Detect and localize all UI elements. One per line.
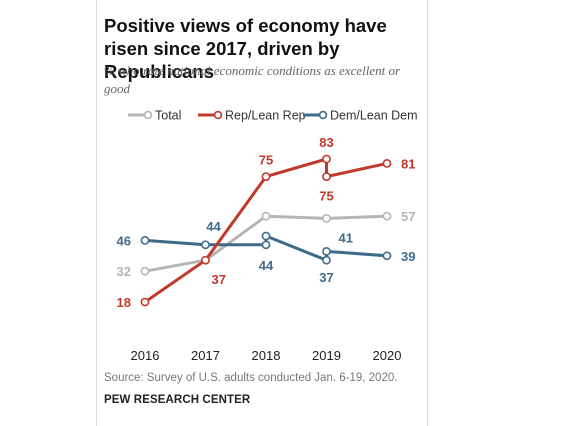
data-label-total-1: 57 [401, 209, 415, 224]
legend-marker-total [143, 110, 153, 120]
data-labels: 32 57 46 44 44 37 41 39 18 37 75 83 75 81 [117, 135, 416, 310]
chart-frame [96, 0, 428, 426]
x-tick-label-2016: 2016 [131, 348, 160, 363]
point-dem-lean-dem-2 [261, 240, 271, 250]
data-label-dem-lean-dem-0: 46 [117, 233, 131, 248]
point-dem-lean-dem-1 [201, 240, 210, 250]
x-tick-label-2018: 2018 [252, 348, 281, 363]
legend-label-rep-lean-rep: Rep/Lean Rep [225, 109, 306, 123]
point-rep-lean-rep-5 [382, 158, 392, 168]
data-label-dem-lean-dem-1: 44 [206, 219, 221, 234]
legend-label-total: Total [155, 109, 181, 123]
chart-subtitle: % who rate national economic conditions … [104, 63, 401, 96]
point-dem-lean-dem-5 [322, 246, 331, 256]
data-label-dem-lean-dem-5: 39 [401, 249, 415, 264]
data-label-rep-lean-rep-3: 83 [319, 135, 333, 150]
point-total-2 [261, 211, 271, 221]
x-axis: 2016 2017 2018 2019 2020 [131, 348, 402, 363]
x-tick-label-2020: 2020 [373, 348, 402, 363]
point-total-3 [322, 213, 331, 223]
data-label-rep-lean-rep-4: 75 [319, 189, 333, 204]
data-label-dem-lean-dem-3: 37 [319, 270, 333, 285]
legend-marker-dem-lean-dem [318, 110, 328, 120]
legend-item-dem-lean-dem: Dem/Lean Dem [303, 109, 418, 123]
point-total-4 [382, 211, 392, 221]
point-dem-lean-dem-0 [140, 235, 150, 245]
data-label-rep-lean-rep-2: 75 [259, 153, 273, 168]
data-label-total-0: 32 [117, 264, 131, 279]
legend-item-total: Total [128, 109, 181, 123]
point-dem-lean-dem-4 [322, 255, 331, 265]
chart-title: Positive views of economy have risen sin… [104, 15, 387, 82]
data-label-rep-lean-rep-0: 18 [117, 295, 131, 310]
x-tick-label-2017: 2017 [191, 348, 220, 363]
footer-credit: PEW RESEARCH CENTER [104, 394, 251, 406]
legend: Total Rep/Lean Rep Dem/Lean Dem [128, 109, 418, 123]
point-total-0 [140, 266, 150, 276]
point-rep-lean-rep-2 [261, 172, 271, 181]
data-label-dem-lean-dem-2: 44 [259, 258, 274, 273]
legend-label-dem-lean-dem: Dem/Lean Dem [330, 109, 418, 123]
series-points [140, 154, 392, 307]
point-rep-lean-rep-1 [201, 255, 210, 265]
point-dem-lean-dem-6 [382, 251, 392, 261]
point-dem-lean-dem-3 [261, 231, 271, 241]
point-rep-lean-rep-3 [322, 154, 331, 164]
point-rep-lean-rep-4 [322, 172, 331, 181]
line-rep-lean-rep [143, 157, 389, 304]
legend-marker-rep-lean-rep [213, 110, 223, 120]
point-rep-lean-rep-0 [140, 297, 150, 307]
legend-item-rep-lean-rep: Rep/Lean Rep [198, 109, 306, 123]
x-tick-label-2019: 2019 [312, 348, 341, 363]
data-label-dem-lean-dem-4: 41 [339, 230, 353, 245]
data-label-rep-lean-rep-1: 37 [212, 272, 226, 287]
data-label-rep-lean-rep-5: 81 [401, 156, 415, 171]
source-note: Source: Survey of U.S. adults conducted … [104, 372, 398, 384]
